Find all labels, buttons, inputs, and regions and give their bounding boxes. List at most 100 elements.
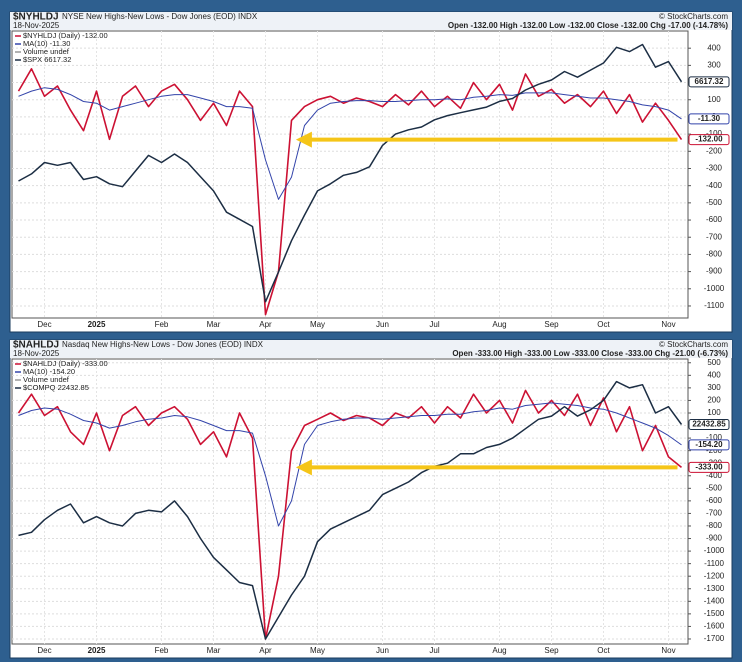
symbol: $NAHLDJ: [13, 340, 59, 351]
header: [10, 12, 732, 30]
value-tag-label: -132.00: [695, 135, 723, 144]
x-tick-label: Apr: [259, 646, 272, 655]
y-tick-label: 100: [707, 95, 721, 104]
series-line: [18, 87, 682, 200]
value-tag-label: 22432.85: [692, 420, 726, 429]
y-tick-label: -1100: [704, 301, 724, 310]
y-tick-label: -1400: [704, 596, 725, 605]
legend-entry: $SPX 6617.32: [23, 55, 71, 64]
x-tick-label: May: [310, 320, 325, 329]
y-tick-label: -1200: [704, 571, 725, 580]
y-tick-label: -300: [706, 164, 723, 173]
y-tick-label: -500: [706, 483, 723, 492]
y-tick-label: -400: [706, 181, 723, 190]
y-tick-label: 300: [707, 383, 721, 392]
legend-entry: $NAHLDJ (Daily) -333.00: [23, 359, 108, 368]
y-tick-label: 400: [707, 370, 721, 379]
y-tick-label: 200: [707, 396, 721, 405]
y-tick-label: 300: [707, 60, 721, 69]
x-tick-label: Aug: [492, 320, 506, 329]
x-tick-label: Sep: [544, 646, 559, 655]
y-tick-label: -200: [706, 146, 723, 155]
y-tick-label: -900: [706, 267, 723, 276]
value-tag-label: -154.20: [695, 440, 723, 449]
y-tick-label: -900: [706, 534, 723, 543]
y-tick-label: -600: [706, 496, 723, 505]
x-tick-label: May: [310, 646, 325, 655]
series-line: [18, 402, 682, 527]
value-tag: [688, 134, 730, 146]
x-tick-label: 2025: [88, 320, 106, 329]
series-line: [18, 380, 683, 640]
symbol: $NYHLDJ: [13, 12, 59, 23]
x-tick-label: Jun: [376, 320, 389, 329]
x-tick-label: Jun: [376, 646, 389, 655]
legend-entry: $NYHLDJ (Daily) -132.00: [23, 31, 108, 40]
value-tag-label: -333.00: [695, 462, 723, 471]
legend-entry: Volume undef: [23, 375, 70, 384]
x-tick-label: Mar: [207, 320, 221, 329]
y-tick-label: -700: [706, 509, 723, 518]
x-tick-label: Oct: [597, 320, 610, 329]
y-tick-label: -1000: [704, 546, 725, 555]
y-tick-label: -1000: [704, 284, 725, 293]
date: 18-Nov-2025: [13, 21, 60, 30]
value-tag: [688, 76, 730, 88]
x-tick-label: Nov: [661, 646, 675, 655]
arrow-head: [295, 131, 312, 148]
legend-entry: MA(10) -154.20: [23, 367, 75, 376]
x-tick-label: Jul: [429, 646, 439, 655]
y-tick-label: -1700: [704, 634, 725, 643]
series-line: [18, 43, 683, 303]
x-tick-label: Dec: [37, 320, 51, 329]
header: [10, 340, 732, 358]
x-tick-label: Sep: [544, 320, 559, 329]
y-tick-label: -1600: [704, 622, 725, 631]
y-tick-label: 400: [707, 43, 721, 52]
plot-area: [11, 358, 689, 645]
y-tick-label: -400: [706, 471, 723, 480]
credit: © StockCharts.com: [659, 12, 728, 21]
y-tick-label: -600: [706, 215, 723, 224]
credit: © StockCharts.com: [659, 340, 728, 349]
value-tag: [688, 461, 730, 473]
legend-entry: Volume undef: [23, 47, 70, 56]
x-tick-label: Feb: [155, 646, 169, 655]
x-tick-label: Feb: [155, 320, 169, 329]
y-tick-label: -1300: [704, 584, 725, 593]
chart-title: Nasdaq New Highs-New Lows - Dow Jones (E…: [62, 340, 264, 349]
legend-entry: $COMPQ 22432.85: [23, 383, 89, 392]
value-tag-label: 6617.32: [695, 77, 724, 86]
y-tick-label: 500: [707, 358, 721, 367]
x-tick-label: Nov: [661, 320, 675, 329]
x-tick-label: 2025: [88, 646, 106, 655]
y-tick-label: -700: [706, 232, 723, 241]
y-tick-label: -800: [706, 521, 723, 530]
legend-entry: MA(10) -11.30: [23, 39, 70, 48]
x-tick-label: Mar: [207, 646, 221, 655]
quote: Open -333.00 High -333.00 Low -333.00 Cl…: [452, 349, 728, 358]
y-tick-label: -1500: [704, 609, 725, 618]
y-tick-label: -100: [706, 129, 723, 138]
chart-title: NYSE New Highs-New Lows - Dow Jones (EOD…: [62, 12, 258, 21]
quote: Open -132.00 High -132.00 Low -132.00 Cl…: [448, 21, 728, 30]
date: 18-Nov-2025: [13, 349, 60, 358]
value-tag: [688, 439, 730, 451]
y-tick-label: -100: [706, 433, 723, 442]
plot-area: [11, 30, 689, 319]
x-tick-label: Aug: [492, 646, 506, 655]
y-tick-label: -800: [706, 250, 723, 259]
y-tick-label: -500: [706, 198, 723, 207]
x-tick-label: Jul: [429, 320, 439, 329]
x-tick-label: Apr: [259, 320, 272, 329]
y-tick-label: 100: [707, 408, 721, 417]
x-tick-label: Oct: [597, 646, 610, 655]
value-tag: [688, 113, 730, 125]
y-tick-label: -1100: [704, 559, 724, 568]
arrow-head: [295, 459, 312, 476]
x-tick-label: Dec: [37, 646, 51, 655]
value-tag: [688, 419, 730, 431]
value-tag-label: -11.30: [698, 114, 721, 123]
